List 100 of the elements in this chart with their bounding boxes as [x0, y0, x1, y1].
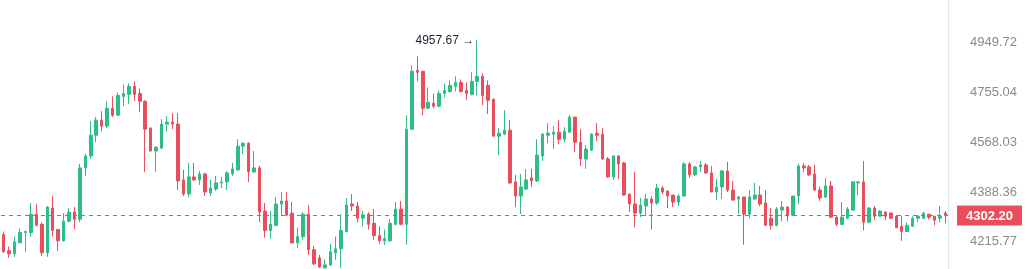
candlestick	[220, 176, 223, 189]
candlestick	[846, 206, 849, 220]
candlestick	[160, 118, 163, 150]
candlestick	[530, 168, 533, 188]
candlestick	[312, 245, 316, 266]
candlestick	[508, 119, 512, 185]
candlestick	[731, 180, 735, 202]
candlestick	[775, 206, 778, 227]
candlestick	[149, 126, 152, 152]
candlestick	[432, 92, 435, 109]
candlestick	[182, 169, 185, 197]
candlestick	[111, 95, 114, 118]
candlestick	[318, 254, 321, 269]
candlestick	[726, 161, 729, 193]
candlestick	[388, 218, 392, 243]
candlestick	[192, 162, 196, 182]
candlestick	[252, 150, 256, 174]
candlestick	[737, 195, 740, 215]
candlestick	[552, 125, 555, 150]
candlestick	[18, 227, 22, 244]
candlestick	[122, 83, 125, 107]
candlestick	[443, 82, 446, 98]
candlestick	[867, 206, 871, 224]
candlestick	[301, 211, 305, 241]
candlestick	[465, 81, 468, 101]
candlestick	[105, 100, 109, 129]
candlestick	[459, 78, 463, 93]
candlestick	[165, 115, 169, 132]
candlestick	[274, 196, 278, 227]
candlestick	[916, 214, 920, 223]
candlestick	[62, 212, 65, 243]
candlestick	[601, 127, 604, 161]
candlestick	[622, 161, 626, 197]
candlestick	[671, 194, 675, 208]
candlestick	[280, 191, 283, 217]
y-tick-label: 4755.04	[970, 83, 1017, 99]
candlestick	[410, 64, 414, 131]
y-tick-label: 4388.36	[970, 183, 1017, 199]
candlestick	[339, 213, 343, 269]
candlestick	[296, 226, 299, 249]
candlestick	[595, 122, 599, 142]
candlestick	[780, 200, 784, 222]
candlestick	[29, 202, 33, 238]
candlestick	[546, 122, 550, 144]
candlestick	[612, 154, 615, 181]
candlestick	[247, 141, 250, 183]
candlestick	[176, 112, 180, 191]
candlestick	[748, 189, 751, 219]
candlestick	[514, 174, 517, 208]
candlestick	[416, 55, 419, 82]
candlestick	[541, 132, 544, 162]
candlestick	[187, 162, 191, 198]
candlestick	[203, 172, 207, 197]
candlestick	[840, 201, 844, 226]
candlestick	[171, 112, 174, 130]
candlestick	[911, 215, 914, 227]
candlestick	[813, 164, 816, 192]
candlestick	[24, 229, 27, 253]
candlestick	[677, 193, 680, 207]
candlestick	[606, 156, 610, 179]
y-tick-label: 4215.77	[970, 233, 1017, 249]
candlestick	[394, 201, 397, 226]
candlestick	[644, 193, 648, 217]
candlestick	[699, 160, 702, 173]
candlestick	[573, 116, 577, 153]
candlestick	[56, 228, 60, 252]
annotation: 4957.67 →	[415, 32, 475, 47]
candlestick	[67, 207, 71, 223]
candlestick	[198, 170, 201, 186]
candlestick	[704, 162, 708, 175]
candlestick	[7, 246, 11, 259]
candlestick	[383, 228, 386, 246]
candlestick	[584, 144, 588, 170]
y-tick-label: 4949.72	[970, 34, 1017, 50]
candlestick	[535, 138, 539, 183]
candlestick	[661, 185, 664, 195]
candlestick	[345, 197, 348, 234]
candlestick	[486, 79, 490, 115]
candlestick	[437, 89, 441, 108]
candlestick	[688, 161, 691, 179]
candlestick	[231, 162, 234, 177]
candlestick	[350, 193, 354, 212]
candlestick	[100, 110, 103, 132]
candlestick	[758, 185, 762, 207]
candlestick	[378, 225, 381, 245]
candlestick	[448, 79, 452, 93]
candlestick	[710, 165, 713, 193]
candlestick	[503, 109, 506, 136]
candlestick	[824, 177, 827, 199]
candlestick	[563, 126, 566, 143]
candlestick	[900, 215, 903, 242]
candlestick	[617, 154, 620, 180]
candlestick	[421, 70, 425, 116]
candlestick	[78, 163, 82, 223]
y-tick-label: 4568.03	[970, 133, 1017, 149]
candlestick	[905, 221, 909, 232]
ref-line-label: 4302.20	[966, 208, 1013, 224]
candlestick	[133, 80, 136, 102]
candlestick	[454, 75, 457, 92]
candlestick	[557, 119, 561, 145]
